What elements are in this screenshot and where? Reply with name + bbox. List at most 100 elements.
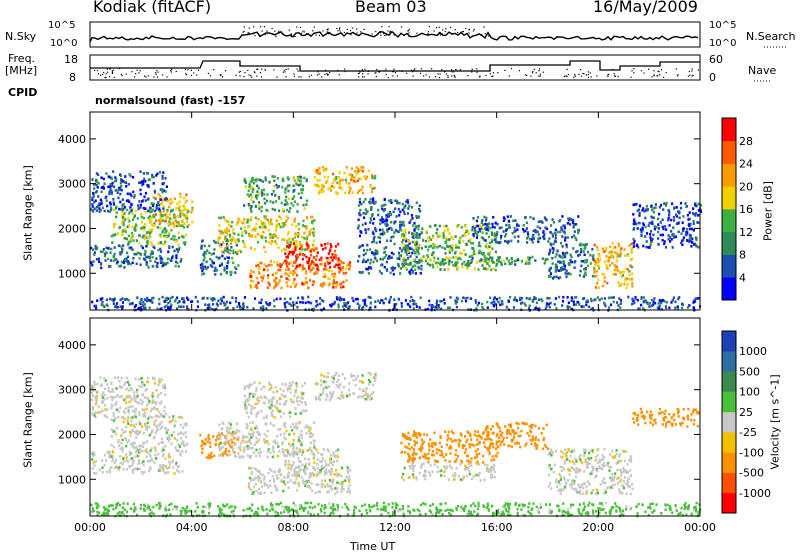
data-cell xyxy=(136,401,139,404)
nave-dot xyxy=(337,69,339,72)
nave-dot xyxy=(689,74,691,76)
data-cell xyxy=(472,233,475,236)
data-cell xyxy=(496,230,499,234)
data-cell xyxy=(316,185,319,188)
data-cell xyxy=(157,383,160,387)
data-cell xyxy=(126,441,129,444)
data-cell xyxy=(311,260,314,263)
data-cell xyxy=(107,386,110,390)
data-cell xyxy=(159,412,162,416)
data-cell xyxy=(290,202,293,205)
data-cell xyxy=(128,439,131,442)
data-cell xyxy=(532,234,535,237)
nave-dot xyxy=(574,75,577,77)
data-cell xyxy=(566,272,569,276)
data-cell xyxy=(104,379,107,382)
data-cell xyxy=(475,261,478,264)
data-cell xyxy=(396,257,399,260)
data-cell xyxy=(479,224,482,227)
data-cell xyxy=(169,297,172,300)
data-cell xyxy=(265,301,268,304)
data-cell xyxy=(299,180,302,183)
data-cell xyxy=(577,215,580,218)
data-cell xyxy=(591,307,595,310)
data-cell xyxy=(132,459,135,462)
data-cell xyxy=(567,217,570,220)
data-cell xyxy=(554,233,557,237)
data-cell xyxy=(215,438,218,442)
data-cell xyxy=(563,231,567,235)
data-cell xyxy=(394,229,397,232)
data-cell xyxy=(231,256,234,260)
nsearch-dot xyxy=(461,31,463,33)
data-cell xyxy=(288,302,291,306)
data-cell xyxy=(388,301,391,304)
data-cell xyxy=(185,233,188,237)
data-cell xyxy=(238,219,241,223)
data-cell xyxy=(436,265,439,269)
data-cell xyxy=(148,306,151,310)
data-cell xyxy=(697,209,700,212)
data-cell xyxy=(245,230,248,233)
data-cell xyxy=(402,238,405,242)
nave-dot xyxy=(633,72,635,74)
data-cell xyxy=(138,413,141,417)
data-cell xyxy=(94,402,97,406)
data-cell xyxy=(168,466,171,469)
data-cell xyxy=(294,180,297,184)
data-cell xyxy=(227,220,230,224)
data-cell xyxy=(162,182,165,185)
data-cell xyxy=(125,257,128,260)
data-cell xyxy=(366,210,369,213)
data-cell xyxy=(404,204,407,207)
data-cell xyxy=(325,181,328,184)
data-cell xyxy=(115,205,118,209)
data-cell xyxy=(699,210,702,213)
data-cell xyxy=(293,261,296,264)
nave-dot xyxy=(273,69,275,71)
data-cell xyxy=(513,235,516,239)
data-cell xyxy=(320,244,323,247)
data-cell xyxy=(103,182,106,185)
nave-dot xyxy=(687,75,689,77)
data-cell xyxy=(218,224,221,227)
data-cell xyxy=(335,177,338,180)
data-cell xyxy=(362,200,365,204)
data-cell xyxy=(285,215,288,218)
data-cell xyxy=(96,246,99,250)
data-cell xyxy=(695,236,698,240)
data-cell xyxy=(116,376,119,380)
data-cell xyxy=(115,432,118,436)
data-cell xyxy=(415,232,418,235)
data-cell xyxy=(369,185,372,188)
data-cell xyxy=(297,183,300,187)
data-cell xyxy=(178,432,181,435)
data-cell xyxy=(393,221,396,225)
nave-dot xyxy=(300,76,302,78)
data-cell xyxy=(541,257,544,260)
data-cell xyxy=(147,255,150,259)
data-cell xyxy=(535,301,538,305)
data-cell xyxy=(315,258,318,261)
data-cell xyxy=(116,232,120,235)
data-cell xyxy=(432,243,435,246)
data-cell xyxy=(113,297,116,300)
data-cell xyxy=(574,296,577,299)
data-cell xyxy=(468,255,471,258)
data-cell xyxy=(650,204,653,208)
data-cell xyxy=(91,300,94,304)
data-cell xyxy=(160,400,163,404)
data-cell xyxy=(121,463,124,466)
data-cell xyxy=(112,170,115,173)
data-cell xyxy=(489,268,493,272)
data-cell xyxy=(230,431,233,435)
data-cell xyxy=(175,207,178,210)
data-cell xyxy=(256,276,259,280)
data-cell xyxy=(121,305,124,308)
data-cell xyxy=(162,467,165,471)
data-cell xyxy=(370,251,374,254)
data-cell xyxy=(458,237,461,241)
nave-dot xyxy=(438,77,441,79)
nave-dot xyxy=(308,76,310,78)
data-cell xyxy=(418,259,421,263)
